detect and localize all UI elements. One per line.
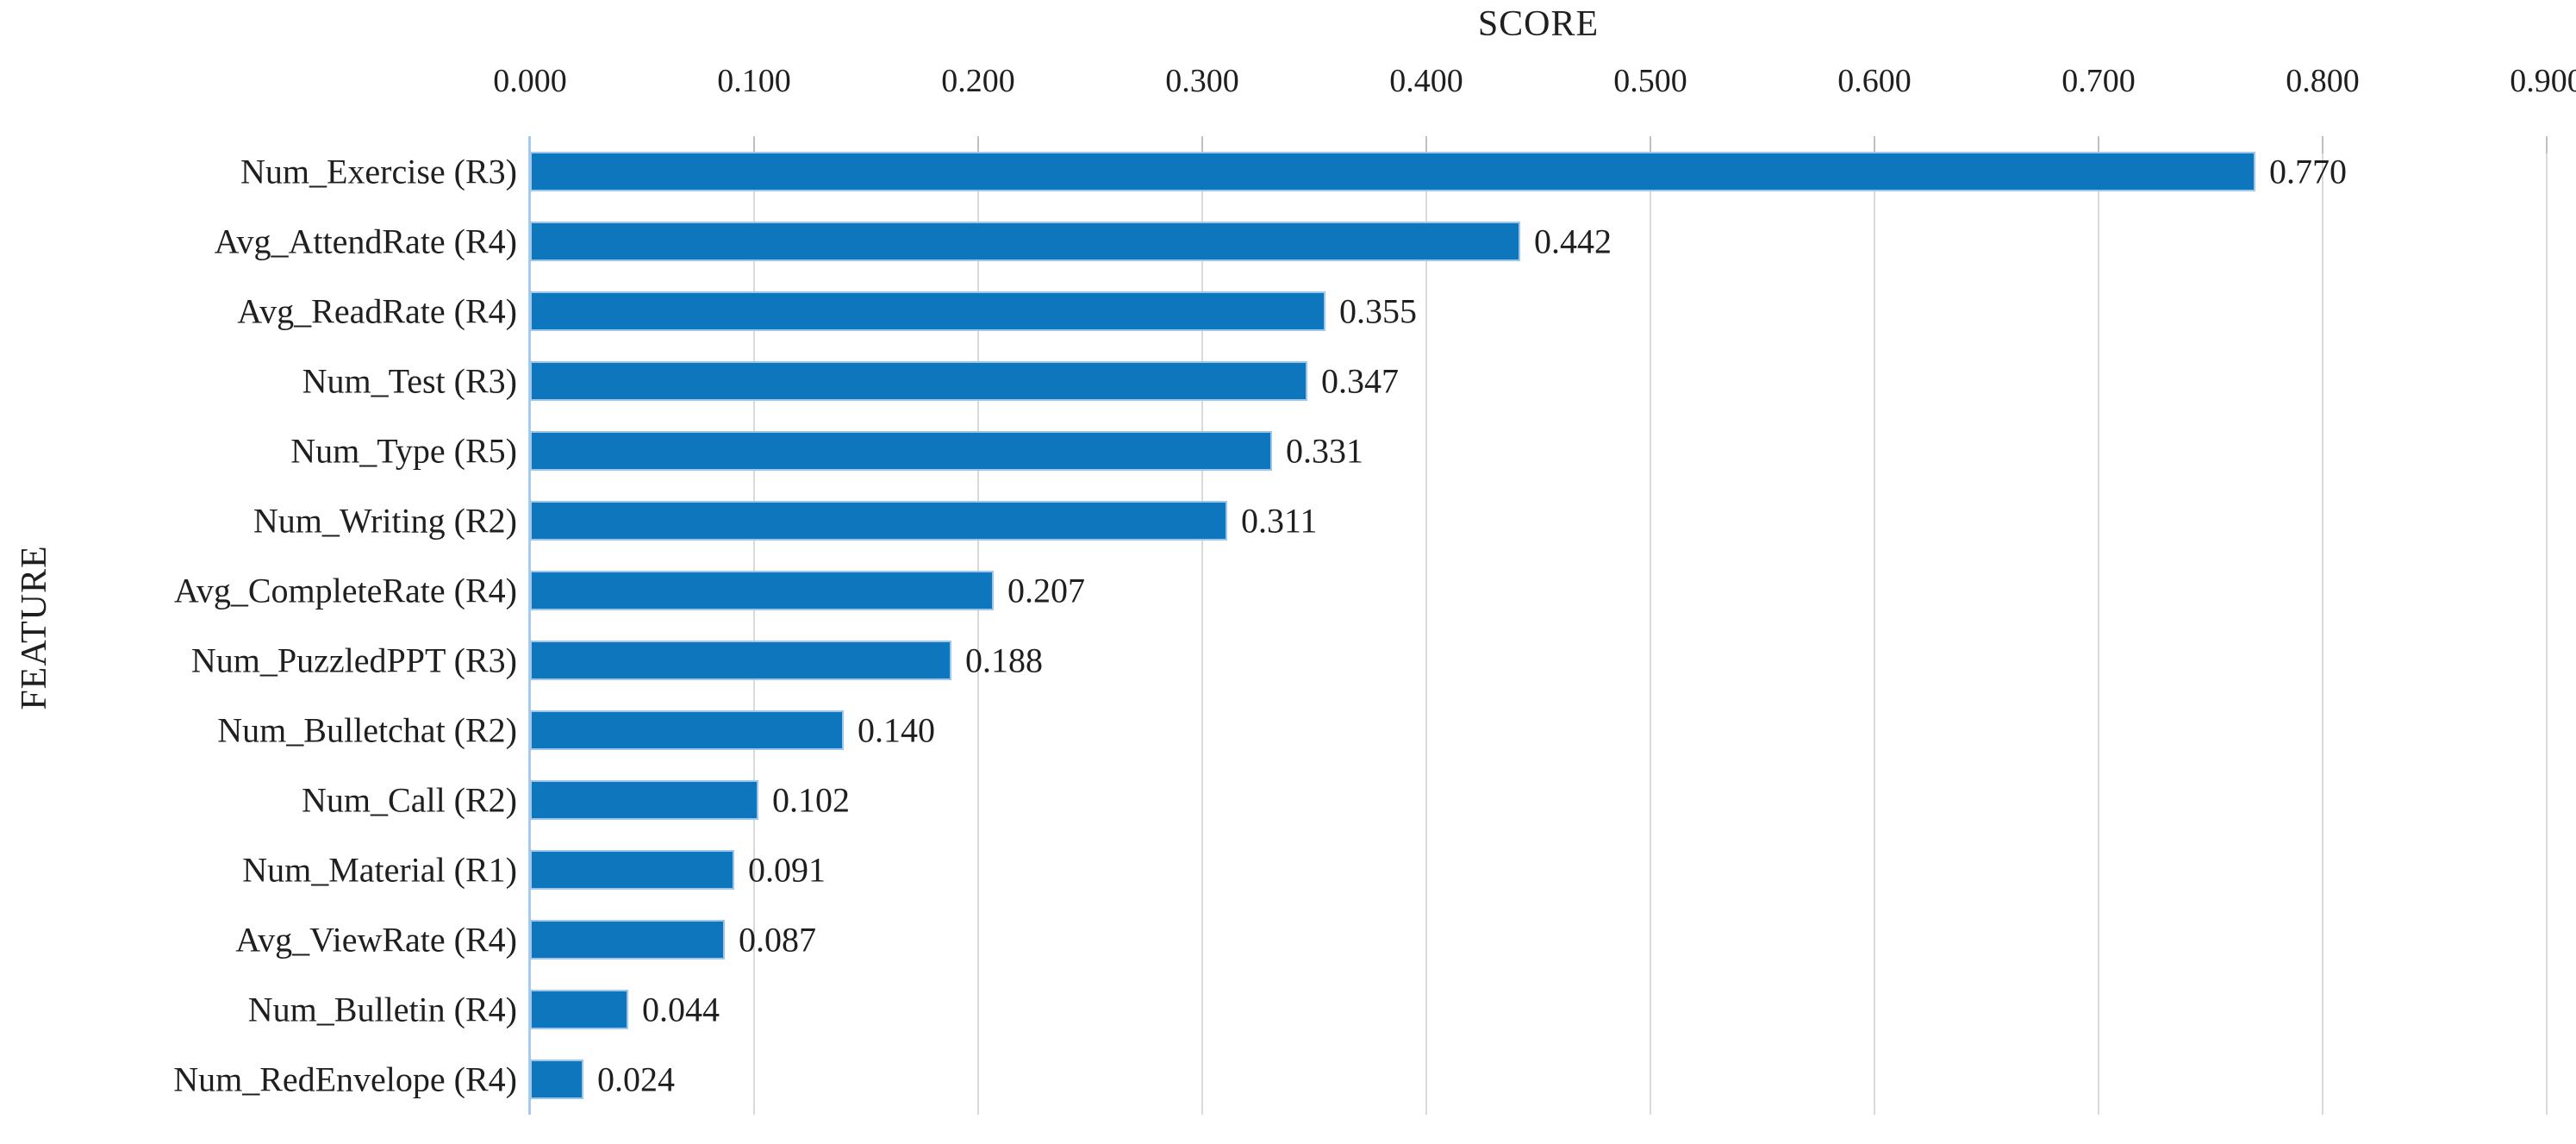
category-label: Num_Material (R1)	[242, 850, 517, 890]
x-tick-mark	[2098, 136, 2099, 153]
bar	[530, 780, 758, 820]
x-tick-label: 0.300	[1165, 63, 1239, 99]
x-tick-mark	[1201, 136, 1203, 153]
value-label: 0.355	[1339, 291, 1417, 331]
x-tick-label: 0.800	[2286, 63, 2360, 99]
x-tick-mark	[2322, 136, 2323, 153]
bar	[530, 222, 1520, 261]
gridline	[753, 136, 755, 1115]
category-label: Avg_CompleteRate (R4)	[173, 571, 517, 610]
category-label: Avg_ReadRate (R4)	[237, 291, 517, 331]
gridline	[977, 136, 979, 1115]
value-label: 0.207	[1007, 571, 1085, 610]
x-tick-label: 0.600	[1837, 63, 1912, 99]
gridline	[1650, 136, 1651, 1115]
gridline	[1425, 136, 1427, 1115]
value-label: 0.140	[858, 710, 935, 750]
x-tick-label: 0.700	[2061, 63, 2136, 99]
category-label: Num_RedEnvelope (R4)	[173, 1060, 517, 1099]
gridline	[2098, 136, 2099, 1115]
category-label: Avg_ViewRate (R4)	[235, 920, 517, 960]
x-axis-title: SCORE	[1477, 4, 1600, 44]
bar	[530, 641, 951, 680]
bar	[530, 710, 844, 750]
x-tick-label: 0.200	[941, 63, 1015, 99]
x-tick-label: 0.400	[1389, 63, 1463, 99]
value-label: 0.024	[597, 1060, 675, 1099]
bar	[530, 571, 994, 610]
gridline	[1201, 136, 1203, 1115]
x-tick-label: 0.100	[717, 63, 791, 99]
x-tick-label: 0.000	[493, 63, 567, 99]
category-label: Num_Bulletin (R4)	[247, 990, 517, 1029]
value-label: 0.087	[739, 920, 816, 960]
gridline	[2322, 136, 2323, 1115]
x-tick-label: 0.500	[1613, 63, 1687, 99]
bar	[530, 501, 1227, 541]
bar	[530, 850, 734, 890]
value-label: 0.091	[748, 850, 826, 890]
category-label: Num_Call (R2)	[302, 780, 517, 820]
value-label: 0.102	[772, 780, 850, 820]
category-label: Num_PuzzledPPT (R3)	[190, 641, 517, 680]
x-tick-label: 0.900	[2510, 63, 2576, 99]
bar	[530, 291, 1325, 331]
gridline	[1874, 136, 1875, 1115]
value-label: 0.311	[1241, 501, 1318, 541]
category-label: Avg_AttendRate (R4)	[214, 222, 517, 261]
x-tick-mark	[1650, 136, 1651, 153]
x-tick-mark	[1425, 136, 1427, 153]
x-tick-mark	[2546, 136, 2548, 153]
y-axis-line	[528, 136, 531, 1115]
category-label: Num_Bulletchat (R2)	[217, 710, 517, 750]
value-label: 0.044	[642, 990, 720, 1029]
y-axis-title: FEATURE	[15, 545, 54, 710]
value-label: 0.331	[1286, 431, 1363, 471]
value-label: 0.188	[965, 641, 1043, 680]
value-label: 0.347	[1321, 361, 1399, 401]
category-label: Num_Type (R5)	[290, 431, 517, 471]
bar	[530, 152, 2255, 191]
gridline	[2546, 136, 2548, 1115]
category-label: Num_Test (R3)	[302, 361, 517, 401]
bar	[530, 920, 725, 960]
value-label: 0.442	[1534, 222, 1612, 261]
bar	[530, 990, 628, 1029]
bar	[530, 361, 1307, 401]
category-label: Num_Exercise (R3)	[240, 152, 517, 191]
bar	[530, 1060, 583, 1099]
x-tick-mark	[1874, 136, 1875, 153]
category-label: Num_Writing (R2)	[253, 501, 517, 541]
value-label: 0.770	[2269, 152, 2347, 191]
bar	[530, 431, 1272, 471]
x-tick-mark	[977, 136, 979, 153]
x-tick-mark	[753, 136, 755, 153]
